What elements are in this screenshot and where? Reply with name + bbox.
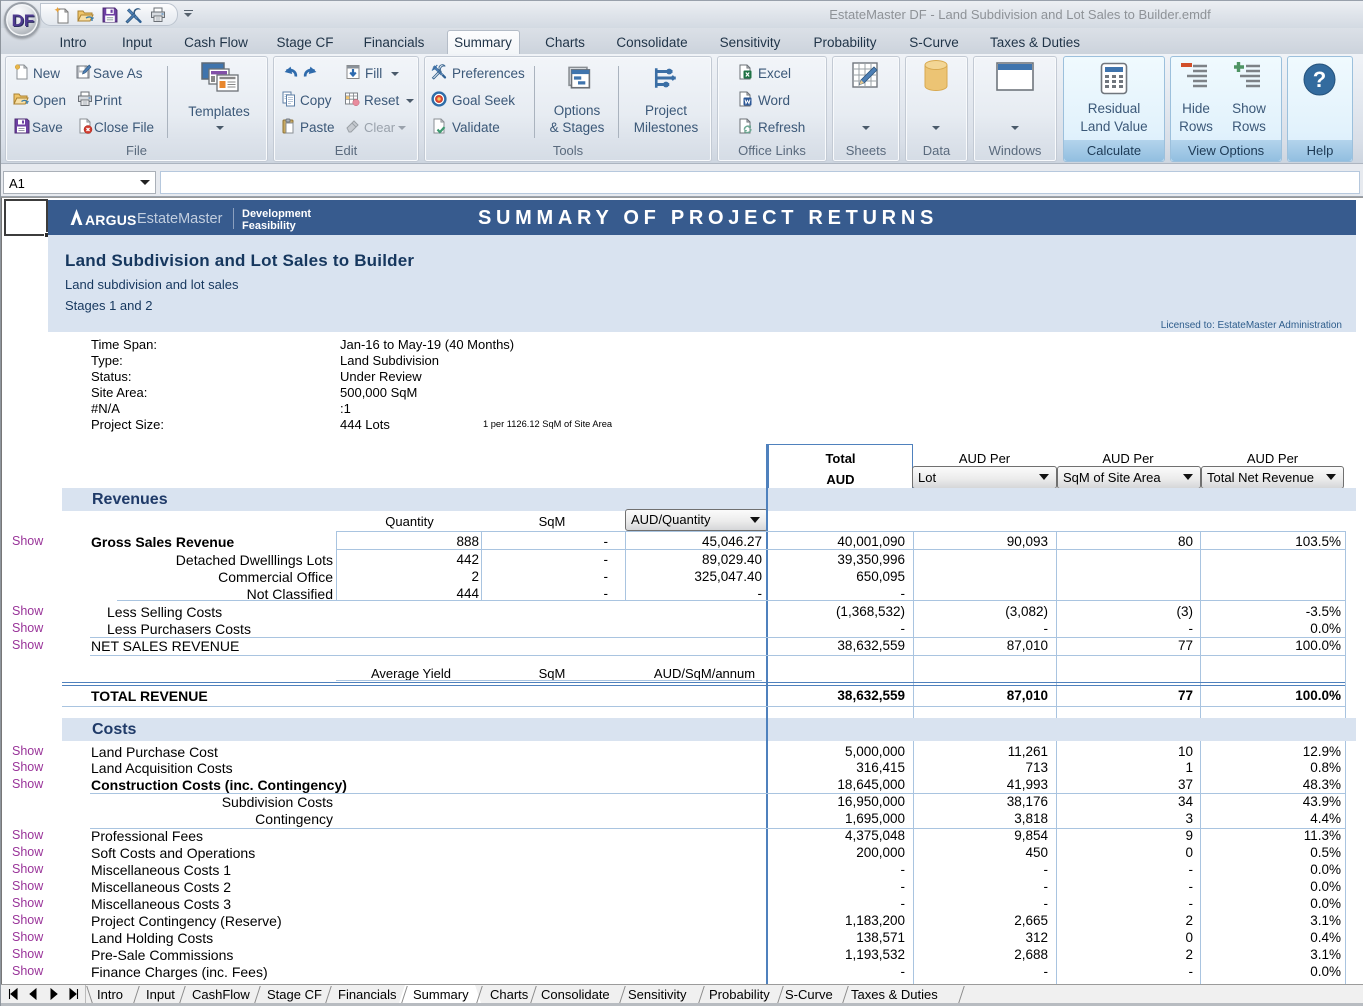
svg-text:?: ? [1313,67,1326,92]
